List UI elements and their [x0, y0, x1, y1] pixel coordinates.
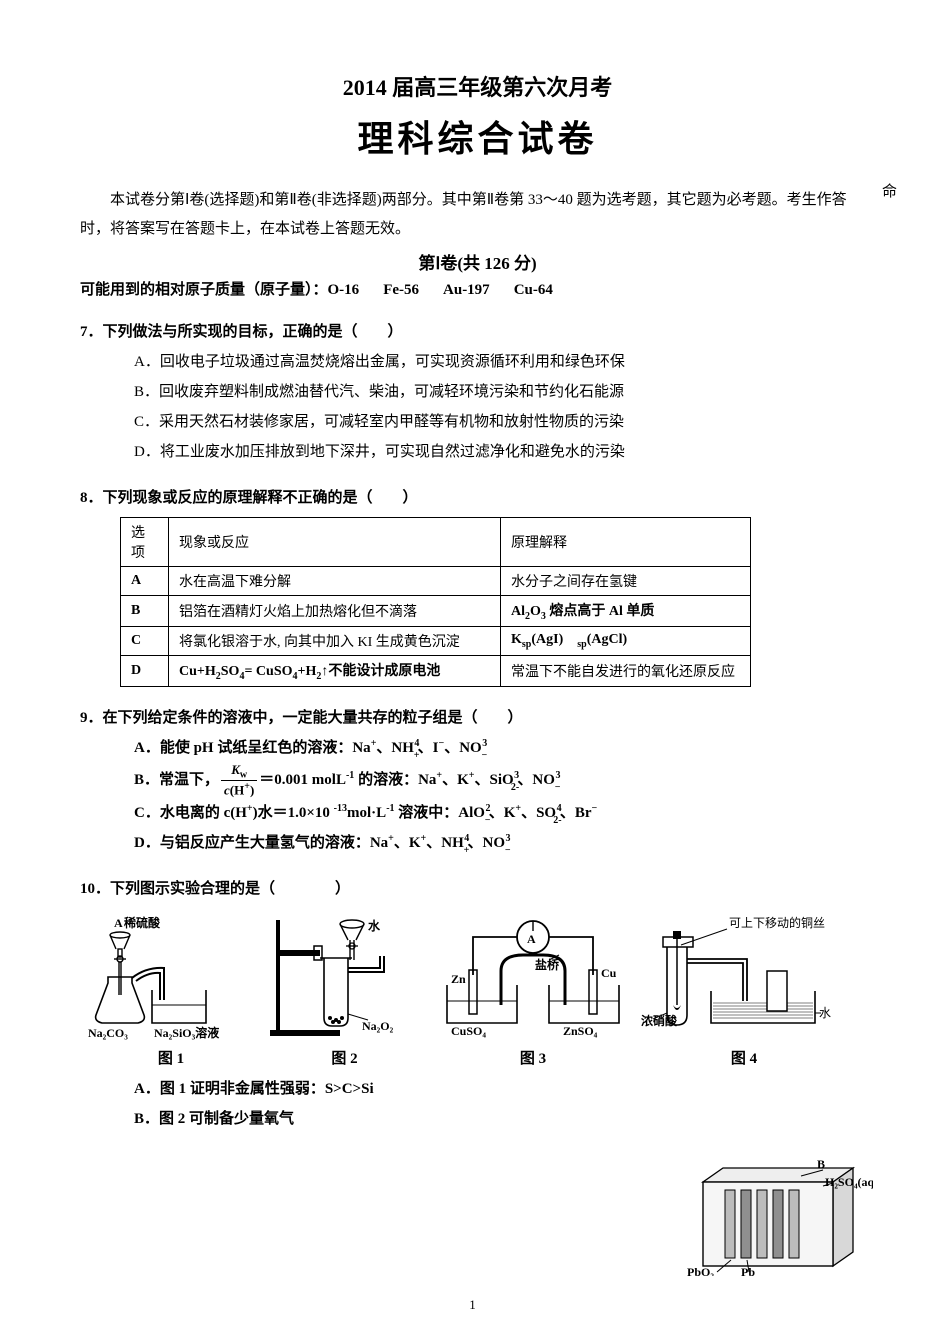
q7-opt-d: D．将工业废水加压排放到地下深井，可实现自然过滤净化和避免水的污染: [134, 437, 875, 467]
fig3-salt: 盐桥: [535, 957, 560, 972]
table-row: D Cu+H2SO4= CuSO4+H2↑不能设计成原电池 常温下不能自发进行的…: [121, 655, 751, 686]
fig2-caption: 图 2: [262, 1047, 427, 1068]
section-title: 第Ⅰ卷(共 126 分): [80, 249, 875, 274]
side-battery-figure: B H₂SO₄(aq) PbO₂ Pb: [683, 1156, 873, 1281]
q7-stem: 下列做法与所实现的目标，正确的是（ ）: [103, 324, 403, 340]
battery-pb: Pb: [741, 1265, 755, 1276]
q10-stem: 下列图示实验合理的是（ ）: [110, 881, 350, 897]
fig2-water: 水: [368, 918, 381, 933]
q8-a3: 水分子之间存在氢键: [501, 567, 751, 596]
q8-a1: A: [121, 567, 169, 596]
corner-char: 命: [882, 180, 897, 201]
q8-a2: 水在高温下难分解: [169, 567, 501, 596]
q9-num: 9．: [80, 710, 103, 726]
q8-c3: Ksp(AgI) sp(AgCl): [501, 626, 751, 655]
fig2-na2o2: Na₂O₂: [362, 1019, 394, 1033]
q8-num: 8．: [80, 490, 103, 506]
fig1-left-label: Na₂CO₃: [88, 1026, 128, 1040]
page-number: 1: [0, 1297, 945, 1313]
table-row: C 将氯化银溶于水, 向其中加入 KI 生成黄色沉淀 Ksp(AgI) sp(A…: [121, 626, 751, 655]
q7-opt-a: A．回收电子垃圾通过高温焚烧熔出金属，可实现资源循环利用和绿色环保: [134, 347, 875, 377]
q8-d2: Cu+H2SO4= CuSO4+H2↑不能设计成原电池: [169, 655, 501, 686]
atomic-fe: Fe-56: [383, 282, 419, 298]
atomic-mass-line: 可能用到的相对原子质量（原子量）：O-16 Fe-56 Au-197 Cu-64: [80, 278, 875, 299]
q8-b1: B: [121, 596, 169, 627]
fig1-right-label: Na₂SiO₃溶液: [154, 1025, 219, 1040]
q10: 10．下列图示实验合理的是（ ）: [80, 874, 875, 904]
q8-h3: 原理解释: [501, 518, 751, 567]
q8-stem: 下列现象或反应的原理解释不正确的是（ ）: [103, 490, 418, 506]
atomic-label: 可能用到的相对原子质量（原子量）：: [80, 282, 328, 298]
q8: 8．下列现象或反应的原理解释不正确的是（ ）: [80, 483, 875, 513]
fig4-caption: 图 4: [639, 1047, 849, 1068]
q8-h2: 现象或反应: [169, 518, 501, 567]
atomic-o: O-16: [328, 282, 360, 298]
figure-1: A 稀硫酸 Na₂CO₃ Na₂SiO₃溶液 图 1: [86, 915, 256, 1068]
fig3-svg: A Zn Cu 盐桥 CuSO₄ ZnSO₄: [433, 915, 633, 1040]
fig4-svg: 可上下移动的铜丝 浓硝酸 水: [639, 915, 849, 1040]
q7: 7．下列做法与所实现的目标，正确的是（ ）: [80, 317, 875, 347]
q9-opt-d: D．与铝反应产生大量氢气的溶液：Na+、K+、NH+4 、NO−3: [134, 828, 875, 858]
q8-d3: 常温下不能自发进行的氧化还原反应: [501, 655, 751, 686]
q10-opt-b: B．图 2 可制备少量氧气: [134, 1104, 875, 1134]
q8-c2: 将氯化银溶于水, 向其中加入 KI 生成黄色沉淀: [169, 626, 501, 655]
q7-opt-b: B．回收废弃塑料制成燃油替代汽、柴油，可减轻环境污染和节约化石能源: [134, 377, 875, 407]
q7-opt-c: C．采用天然石材装修家居，可减轻室内甲醛等有机物和放射性物质的污染: [134, 407, 875, 437]
fig1-caption: 图 1: [86, 1047, 256, 1068]
battery-svg: B H₂SO₄(aq) PbO₂ Pb: [683, 1156, 873, 1276]
q10-opt-a: A．图 1 证明非金属性强弱：S>C>Si: [134, 1074, 875, 1104]
battery-b: B: [817, 1157, 825, 1171]
fig4-acid: 浓硝酸: [641, 1013, 678, 1028]
q9: 9．在下列给定条件的溶液中，一定能大量共存的粒子组是（ ）: [80, 703, 875, 733]
figure-4: 可上下移动的铜丝 浓硝酸 水 图 4: [639, 915, 849, 1068]
fig2-svg: 水 Na₂O₂: [262, 910, 427, 1040]
fig1-top-label: A: [114, 916, 123, 930]
intro-paragraph: 本试卷分第Ⅰ卷(选择题)和第Ⅱ卷(非选择题)两部分。其中第Ⅱ卷第 33～40 题…: [80, 186, 875, 243]
fig1-svg: A 稀硫酸 Na₂CO₃ Na₂SiO₃溶液: [86, 915, 256, 1040]
fig3-znso4: ZnSO₄: [563, 1024, 598, 1038]
battery-pbo2: PbO₂: [687, 1265, 714, 1276]
table-row: B 铝箔在酒精灯火焰上加热熔化但不滴落 Al2O3 熔点高于 Al 单质: [121, 596, 751, 627]
q8-h1: 选项: [121, 518, 169, 567]
fig3-caption: 图 3: [433, 1047, 633, 1068]
figure-2: 水 Na₂O₂ 图 2: [262, 910, 427, 1068]
q9-stem: 在下列给定条件的溶液中，一定能大量共存的粒子组是（ ）: [103, 710, 523, 726]
fig1-acid-label: 稀硫酸: [124, 915, 161, 930]
q8-b3: Al2O3 熔点高于 Al 单质: [501, 596, 751, 627]
fig3-cuso4: CuSO₄: [451, 1024, 486, 1038]
q9-opt-b: B．常温下，Kwc(H+)＝0.001 molL-1 的溶液：Na+、K+、Si…: [134, 763, 875, 798]
title-large: 理科综合试卷: [80, 110, 875, 162]
figure-3: A Zn Cu 盐桥 CuSO₄ ZnSO₄ 图 3: [433, 915, 633, 1068]
atomic-au: Au-197: [443, 282, 490, 298]
q8-c1: C: [121, 626, 169, 655]
fig3-cu: Cu: [601, 966, 617, 980]
fig3-zn: Zn: [451, 972, 466, 986]
fig3-ammeter: A: [527, 932, 536, 946]
q7-num: 7．: [80, 324, 103, 340]
table-row: 选项 现象或反应 原理解释: [121, 518, 751, 567]
battery-h2so4: H₂SO₄(aq): [825, 1175, 873, 1189]
title-small: 2014 届高三年级第六次月考: [80, 70, 875, 102]
q9-opt-a: A．能使 pH 试纸呈红色的溶液：Na+、NH+4 、I−、NO−3: [134, 733, 875, 763]
q9-opt-c: C．水电离的 c(H+)水＝1.0×10 -13mol·L-1 溶液中：AlO−…: [134, 798, 875, 828]
figure-row: A 稀硫酸 Na₂CO₃ Na₂SiO₃溶液 图 1: [86, 910, 875, 1068]
table-row: A 水在高温下难分解 水分子之间存在氢键: [121, 567, 751, 596]
fig4-wire-label: 可上下移动的铜丝: [729, 915, 825, 930]
q8-d1: D: [121, 655, 169, 686]
q10-num: 10．: [80, 881, 110, 897]
q8-table: 选项 现象或反应 原理解释 A 水在高温下难分解 水分子之间存在氢键 B 铝箔在…: [120, 517, 751, 687]
atomic-cu: Cu-64: [514, 282, 553, 298]
q8-b2: 铝箔在酒精灯火焰上加热熔化但不滴落: [169, 596, 501, 627]
